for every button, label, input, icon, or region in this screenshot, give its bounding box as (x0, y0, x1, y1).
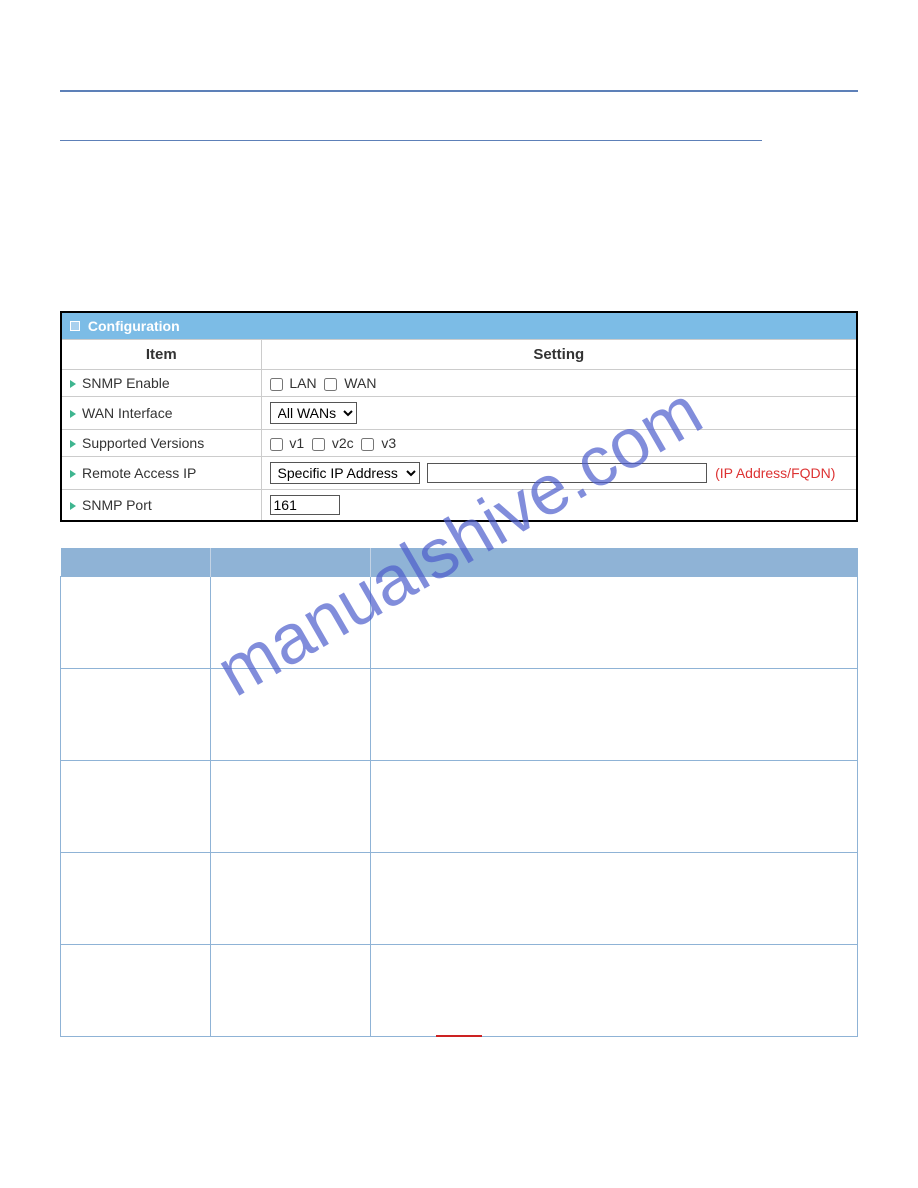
checkbox-label-wan: WAN (344, 375, 376, 391)
table-row (61, 761, 858, 853)
checkbox-lan[interactable] (270, 378, 283, 391)
description-table (60, 548, 858, 1037)
table-row (61, 853, 858, 945)
checkbox-label-v2c: v2c (332, 435, 354, 451)
table-row (61, 669, 858, 761)
checkbox-v2c[interactable] (312, 438, 325, 451)
row-label-snmp-port: SNMP Port (82, 497, 152, 513)
expand-icon (70, 470, 76, 478)
page-number-underline (436, 1035, 482, 1037)
column-header-item: Item (61, 340, 261, 370)
configuration-header: Configuration (61, 312, 857, 340)
expand-icon (70, 380, 76, 388)
checkbox-v1[interactable] (270, 438, 283, 451)
checkbox-wan[interactable] (324, 378, 337, 391)
expand-icon (70, 440, 76, 448)
expand-icon (70, 410, 76, 418)
table-row (61, 945, 858, 1037)
panel-collapse-icon[interactable] (70, 321, 80, 331)
desc-header-item (61, 548, 211, 577)
checkbox-v3[interactable] (361, 438, 374, 451)
row-label-wan-interface: WAN Interface (82, 405, 173, 421)
configuration-title: Configuration (88, 318, 180, 334)
input-remote-ip[interactable] (427, 463, 707, 483)
column-header-setting: Setting (261, 340, 857, 370)
hint-remote-ip: (IP Address/FQDN) (715, 465, 835, 481)
cell-supported-versions: v1 v2c v3 (261, 430, 857, 457)
horizontal-rule-sub (60, 140, 762, 141)
checkbox-label-v3: v3 (381, 435, 396, 451)
checkbox-label-lan: LAN (289, 375, 316, 391)
configuration-table: Configuration Item Setting SNMP Enable L… (60, 311, 858, 522)
desc-header-desc (371, 548, 858, 577)
row-label-supported-versions: Supported Versions (82, 435, 204, 451)
horizontal-rule-top (60, 90, 858, 92)
select-remote-access-ip[interactable]: Specific IP Address (270, 462, 420, 484)
input-snmp-port[interactable] (270, 495, 340, 515)
checkbox-label-v1: v1 (289, 435, 304, 451)
expand-icon (70, 502, 76, 510)
select-wan-interface[interactable]: All WANs (270, 402, 357, 424)
row-label-remote-access-ip: Remote Access IP (82, 465, 196, 481)
row-label-snmp-enable: SNMP Enable (82, 375, 170, 391)
desc-header-vs (211, 548, 371, 577)
cell-snmp-enable: LAN WAN (261, 370, 857, 397)
table-row (61, 577, 858, 669)
